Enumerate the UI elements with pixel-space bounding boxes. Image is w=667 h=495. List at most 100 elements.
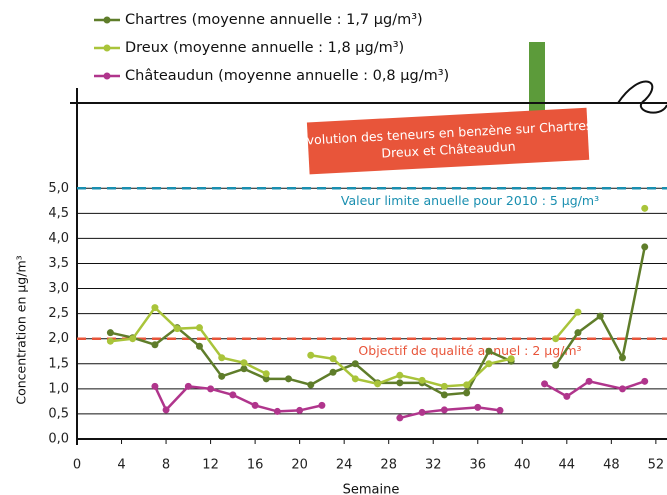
y-axis-title: Concentration en µg/m³	[14, 255, 29, 404]
point	[419, 409, 426, 416]
point	[307, 352, 314, 359]
point	[174, 325, 181, 332]
x-tick-label: 24	[336, 458, 353, 473]
point	[240, 359, 247, 366]
point	[497, 407, 504, 414]
point	[441, 406, 448, 413]
legend-label: Chartres (moyenne annuelle : 1,7 µg/m³)	[125, 12, 423, 28]
point	[185, 383, 192, 390]
series-line	[110, 208, 644, 386]
x-tick-label: 0	[73, 458, 81, 473]
series-line	[155, 381, 645, 418]
point	[307, 381, 314, 388]
point	[597, 313, 604, 320]
point	[586, 378, 593, 385]
point	[240, 365, 247, 372]
point	[218, 354, 225, 361]
legend-label: Dreux (moyenne annuelle : 1,8 µg/m³)	[125, 40, 404, 56]
clothespin	[529, 42, 545, 112]
point	[229, 391, 236, 398]
point	[374, 380, 381, 387]
point	[396, 372, 403, 379]
x-tick-label: 40	[514, 458, 531, 473]
y-tick-label: 1,0	[48, 381, 69, 396]
point	[274, 408, 281, 415]
point	[441, 383, 448, 390]
point	[396, 414, 403, 421]
point	[396, 379, 403, 386]
point	[151, 341, 158, 348]
x-tick-label: 16	[247, 458, 264, 473]
x-tick-label: 12	[202, 458, 219, 473]
point	[196, 324, 203, 331]
x-tick-label: 44	[559, 458, 576, 473]
legend-marker	[104, 17, 111, 24]
point	[285, 375, 292, 382]
point	[296, 407, 303, 414]
point	[163, 406, 170, 413]
point	[263, 370, 270, 377]
reference-label: Valeur limite anuelle pour 2010 : 5 µg/m…	[341, 193, 599, 208]
point	[463, 381, 470, 388]
point	[107, 329, 114, 336]
point	[619, 385, 626, 392]
x-tick-label: 28	[380, 458, 397, 473]
reference-label: Objectif de qualité annuel : 2 µg/m³	[358, 343, 581, 358]
y-tick-label: 4,5	[48, 206, 69, 221]
point	[129, 335, 136, 342]
y-tick-label: 1,5	[48, 356, 69, 371]
title-box: Evolution des teneurs en benzène sur Cha…	[298, 107, 598, 175]
y-tick-label: 4,0	[48, 231, 69, 246]
point	[574, 309, 581, 316]
x-axis-title: Semaine	[343, 483, 400, 495]
page: {"chart_data": {"type": "line", "title":…	[0, 0, 667, 495]
point	[330, 369, 337, 376]
y-tick-label: 3,5	[48, 256, 69, 271]
y-tick-label: 2,0	[48, 331, 69, 346]
legend-marker	[104, 45, 111, 52]
point	[641, 205, 648, 212]
x-tick-label: 36	[469, 458, 486, 473]
point	[419, 377, 426, 384]
x-tick-label: 20	[291, 458, 308, 473]
point	[441, 391, 448, 398]
point	[330, 355, 337, 362]
x-tick-label: 4	[117, 458, 125, 473]
y-tick-label: 0,0	[48, 432, 69, 447]
point	[463, 389, 470, 396]
point	[151, 383, 158, 390]
chart: Evolution des teneurs en benzène sur Cha…	[0, 0, 667, 495]
point	[508, 355, 515, 362]
point	[107, 338, 114, 345]
x-tick-label: 52	[648, 458, 665, 473]
point	[641, 243, 648, 250]
legend-marker	[104, 73, 111, 80]
point	[207, 385, 214, 392]
point	[619, 354, 626, 361]
point	[474, 404, 481, 411]
point	[352, 360, 359, 367]
point	[352, 375, 359, 382]
point	[552, 362, 559, 369]
point	[151, 304, 158, 311]
point	[252, 402, 259, 409]
point	[196, 343, 203, 350]
x-tick-label: 48	[603, 458, 620, 473]
y-tick-label: 0,5	[48, 406, 69, 421]
ribbon	[618, 82, 667, 113]
x-tick-label: 8	[162, 458, 170, 473]
y-tick-label: 3,0	[48, 281, 69, 296]
point	[485, 348, 492, 355]
y-tick-label: 5,0	[48, 181, 69, 196]
legend-label: Châteaudun (moyenne annuelle : 0,8 µg/m³…	[125, 68, 449, 84]
point	[485, 360, 492, 367]
point	[552, 335, 559, 342]
point	[318, 402, 325, 409]
series-line	[110, 247, 644, 395]
y-tick-label: 2,5	[48, 306, 69, 321]
point	[218, 373, 225, 380]
point	[563, 393, 570, 400]
point	[541, 380, 548, 387]
x-tick-label: 32	[425, 458, 442, 473]
point	[574, 329, 581, 336]
